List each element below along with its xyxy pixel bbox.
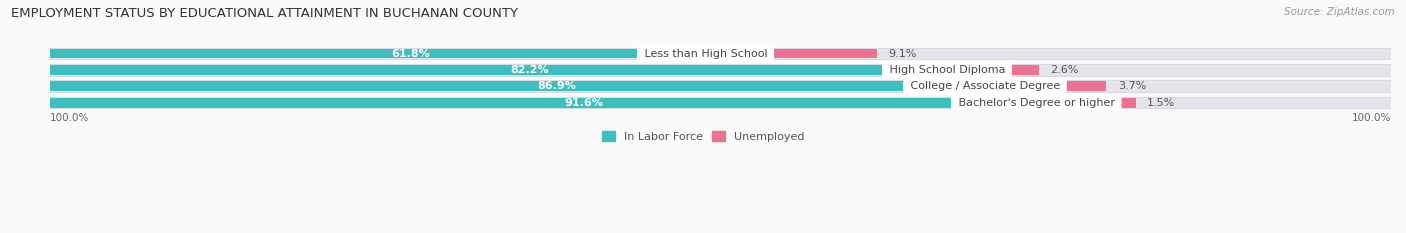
Text: Less than High School: Less than High School	[641, 49, 770, 58]
Bar	[51, 81, 1063, 91]
Text: 100.0%: 100.0%	[51, 113, 90, 123]
Text: High School Diploma: High School Diploma	[886, 65, 1008, 75]
Bar	[1008, 65, 1039, 75]
Text: 1.5%: 1.5%	[1147, 98, 1175, 108]
Text: 61.8%: 61.8%	[391, 49, 430, 58]
Bar	[51, 49, 770, 58]
Text: 82.2%: 82.2%	[510, 65, 548, 75]
Bar	[51, 64, 1391, 76]
Legend: In Labor Force, Unemployed: In Labor Force, Unemployed	[598, 127, 808, 146]
Bar	[51, 97, 1391, 109]
Bar	[51, 48, 1391, 59]
Text: 86.9%: 86.9%	[537, 81, 576, 91]
Text: 3.7%: 3.7%	[1118, 81, 1146, 91]
Text: 2.6%: 2.6%	[1050, 65, 1078, 75]
Text: EMPLOYMENT STATUS BY EDUCATIONAL ATTAINMENT IN BUCHANAN COUNTY: EMPLOYMENT STATUS BY EDUCATIONAL ATTAINM…	[11, 7, 519, 20]
Bar	[1063, 81, 1107, 91]
Text: 91.6%: 91.6%	[565, 98, 603, 108]
Text: College / Associate Degree: College / Associate Degree	[907, 81, 1063, 91]
Bar	[1118, 98, 1136, 107]
Text: Bachelor's Degree or higher: Bachelor's Degree or higher	[955, 98, 1118, 108]
Text: 100.0%: 100.0%	[1351, 113, 1391, 123]
Bar	[51, 65, 1008, 75]
Bar	[770, 49, 877, 58]
Text: Source: ZipAtlas.com: Source: ZipAtlas.com	[1284, 7, 1395, 17]
Bar	[51, 98, 1118, 107]
Bar	[51, 80, 1391, 92]
Text: 9.1%: 9.1%	[889, 49, 917, 58]
